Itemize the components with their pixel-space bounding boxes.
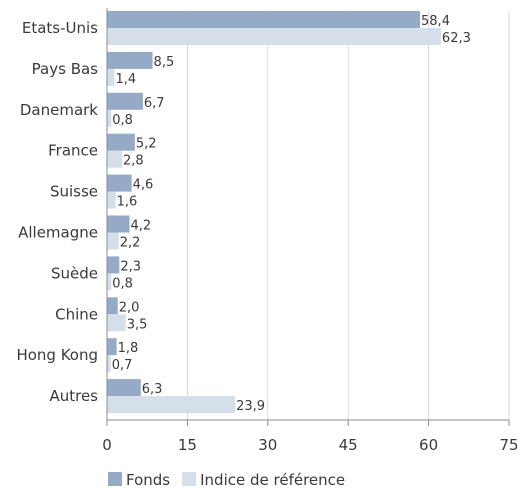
- data-label: 0,8: [112, 113, 133, 128]
- bar-fonds: [107, 338, 117, 356]
- category-labels: Etats-Unis Pays Bas Danemark France Suisse Al…: [16, 19, 98, 405]
- bar-fonds: [107, 379, 141, 397]
- data-label: 2,8: [123, 154, 144, 169]
- data-label: 0,8: [112, 276, 133, 291]
- legend-swatch-indice: [182, 472, 197, 486]
- data-label: 8,5: [154, 55, 175, 70]
- legend: Fonds Indice de référence: [108, 471, 345, 489]
- category-label: Suisse: [50, 183, 98, 201]
- bar-indice: [107, 355, 111, 373]
- x-tick-label: 60: [419, 436, 438, 454]
- data-label: 0,7: [112, 358, 133, 373]
- legend-label: Indice de référence: [200, 471, 345, 489]
- bar-fonds: [107, 92, 143, 110]
- x-tick-label: 0: [102, 436, 112, 454]
- data-label: 58,4: [421, 14, 450, 29]
- category-label: Chine: [55, 305, 98, 323]
- bar-fonds: [107, 133, 135, 151]
- legend-label: Fonds: [126, 471, 170, 489]
- bars: 58,462,38,51,46,70,85,22,84,61,64,22,22,…: [107, 11, 471, 414]
- bar-indice: [107, 150, 123, 168]
- x-axis: 0 15 30 45 60 75: [102, 8, 519, 454]
- bar-fonds: [107, 174, 132, 192]
- data-label: 1,4: [116, 72, 137, 87]
- bar-indice: [107, 68, 115, 86]
- data-label: 4,6: [133, 178, 154, 193]
- data-label: 1,6: [117, 195, 138, 210]
- bar-indice: [107, 191, 116, 209]
- data-label: 5,2: [136, 137, 157, 152]
- category-label: Suède: [51, 264, 98, 282]
- bar-indice: [107, 109, 112, 127]
- category-label: Pays Bas: [32, 60, 99, 78]
- bar-fonds: [107, 11, 421, 28]
- bar-indice: [107, 314, 126, 332]
- data-label: 62,3: [442, 31, 471, 46]
- data-label: 2,0: [119, 300, 140, 315]
- category-label: Danemark: [20, 101, 98, 119]
- bar-fonds: [107, 215, 130, 233]
- data-label: 23,9: [236, 399, 265, 414]
- x-tick-label: 45: [339, 436, 358, 454]
- data-label: 3,5: [127, 317, 148, 332]
- data-label: 2,3: [120, 259, 141, 274]
- category-label: Etats-Unis: [22, 19, 98, 37]
- x-tick-label: 15: [178, 436, 197, 454]
- bar-indice: [107, 232, 119, 250]
- category-label: Allemagne: [18, 224, 98, 242]
- data-label: 6,7: [144, 96, 165, 111]
- bar-fonds: [107, 51, 153, 69]
- x-tick-label: 30: [258, 436, 277, 454]
- bar-indice: [107, 396, 236, 414]
- bar-fonds: [107, 297, 118, 315]
- gridlines: [186, 10, 510, 420]
- data-label: 2,2: [120, 236, 141, 251]
- bar-indice: [107, 28, 441, 45]
- bar-fonds: [107, 256, 120, 274]
- x-tick-label: 75: [499, 436, 518, 454]
- category-label: Hong Kong: [16, 346, 98, 364]
- data-label: 4,2: [131, 219, 152, 234]
- category-label: France: [48, 142, 98, 160]
- data-label: 1,8: [118, 341, 139, 356]
- legend-swatch-fonds: [108, 472, 122, 486]
- data-label: 6,3: [142, 382, 163, 397]
- bar-indice: [107, 273, 112, 291]
- category-label: Autres: [49, 387, 98, 405]
